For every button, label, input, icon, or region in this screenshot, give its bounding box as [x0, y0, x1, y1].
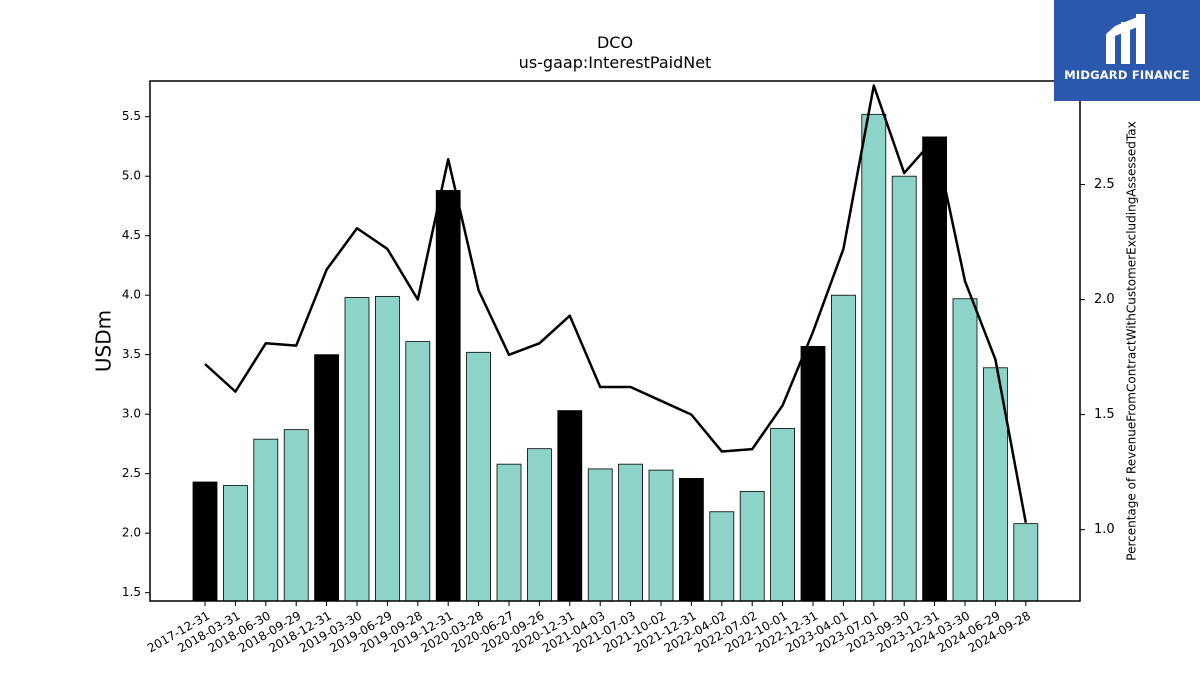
- bar-2022-07-02: [739, 491, 765, 602]
- y2-tick-label: 1.0: [1094, 522, 1115, 537]
- bar-2021-04-03: [587, 468, 613, 602]
- bar-2020-03-28: [466, 351, 492, 602]
- midgard-finance-logo: MIDGARD FINANCE: [1054, 0, 1200, 101]
- y-tick-label: 2.0: [122, 526, 141, 540]
- logo-text: MIDGARD FINANCE: [1064, 68, 1190, 82]
- y2-tick-label: 2.5: [1094, 177, 1115, 192]
- line-path: [204, 84, 1028, 523]
- y-axis-right: 1.0 1.5 2.0 2.5: [1080, 177, 1115, 537]
- bar-2018-09-29: [283, 429, 309, 602]
- y-tick-label: 1.5: [122, 585, 141, 599]
- bar-2021-10-02: [648, 469, 674, 602]
- bar-2020-09-26: [527, 448, 552, 602]
- bar-2020-12-31: [557, 410, 583, 602]
- y-tick-label: 5.0: [122, 169, 141, 183]
- bar-2019-12-31: [435, 190, 461, 602]
- bar-2019-03-30: [344, 297, 370, 602]
- y2-tick-label: 2.0: [1094, 292, 1115, 307]
- bar-2022-12-31: [800, 345, 826, 602]
- bar-2019-06-29: [374, 295, 400, 602]
- chart-subtitle: us-gaap:InterestPaidNet: [518, 53, 712, 72]
- y-tick-label: 4.5: [122, 228, 141, 242]
- bar-2024-03-30: [952, 298, 978, 602]
- bar-2024-09-28: [1013, 523, 1039, 602]
- y-tick-label: 5.5: [122, 109, 141, 123]
- y-tick-label: 3.5: [122, 347, 141, 361]
- bar-2019-09-28: [405, 341, 431, 602]
- bar-2018-03-31: [222, 485, 248, 602]
- bar-2023-09-30: [891, 175, 917, 602]
- y-tick-label: 3.0: [122, 407, 141, 421]
- chart-title: DCO: [596, 33, 634, 52]
- y2-tick-label: 1.5: [1094, 407, 1115, 422]
- bar-2023-12-31: [922, 136, 947, 602]
- bar-2020-06-27: [496, 463, 522, 602]
- bar-2021-12-31: [679, 478, 704, 602]
- line-series: [204, 84, 1028, 523]
- y-tick-label: 2.5: [122, 466, 141, 480]
- y-axis-left: 1.5 2.0 2.5 3.0 3.5 4.0 4.5 5.0 5.5: [122, 109, 150, 599]
- bar-series: [192, 113, 1039, 602]
- bar-2022-04-02: [709, 511, 735, 602]
- bar-2018-12-31: [314, 354, 340, 602]
- bar-2021-07-03: [618, 463, 643, 602]
- bar-2018-06-30: [253, 438, 279, 602]
- bar-2017-12-31: [192, 481, 218, 602]
- y2-axis-label: Percentage of RevenueFromContractWithCus…: [1125, 121, 1139, 560]
- logo-mark-icon: [1106, 14, 1145, 64]
- plot-frame: [149, 80, 1081, 602]
- bar-2023-07-01: [861, 113, 887, 602]
- y-axis-label: USDm: [92, 310, 116, 372]
- bar-2023-04-01: [831, 294, 856, 602]
- y-tick-label: 4.0: [122, 288, 141, 302]
- bar-2022-10-01: [770, 428, 795, 602]
- x-axis: 2017-12-312018-03-312018-06-302018-09-29…: [145, 601, 1033, 656]
